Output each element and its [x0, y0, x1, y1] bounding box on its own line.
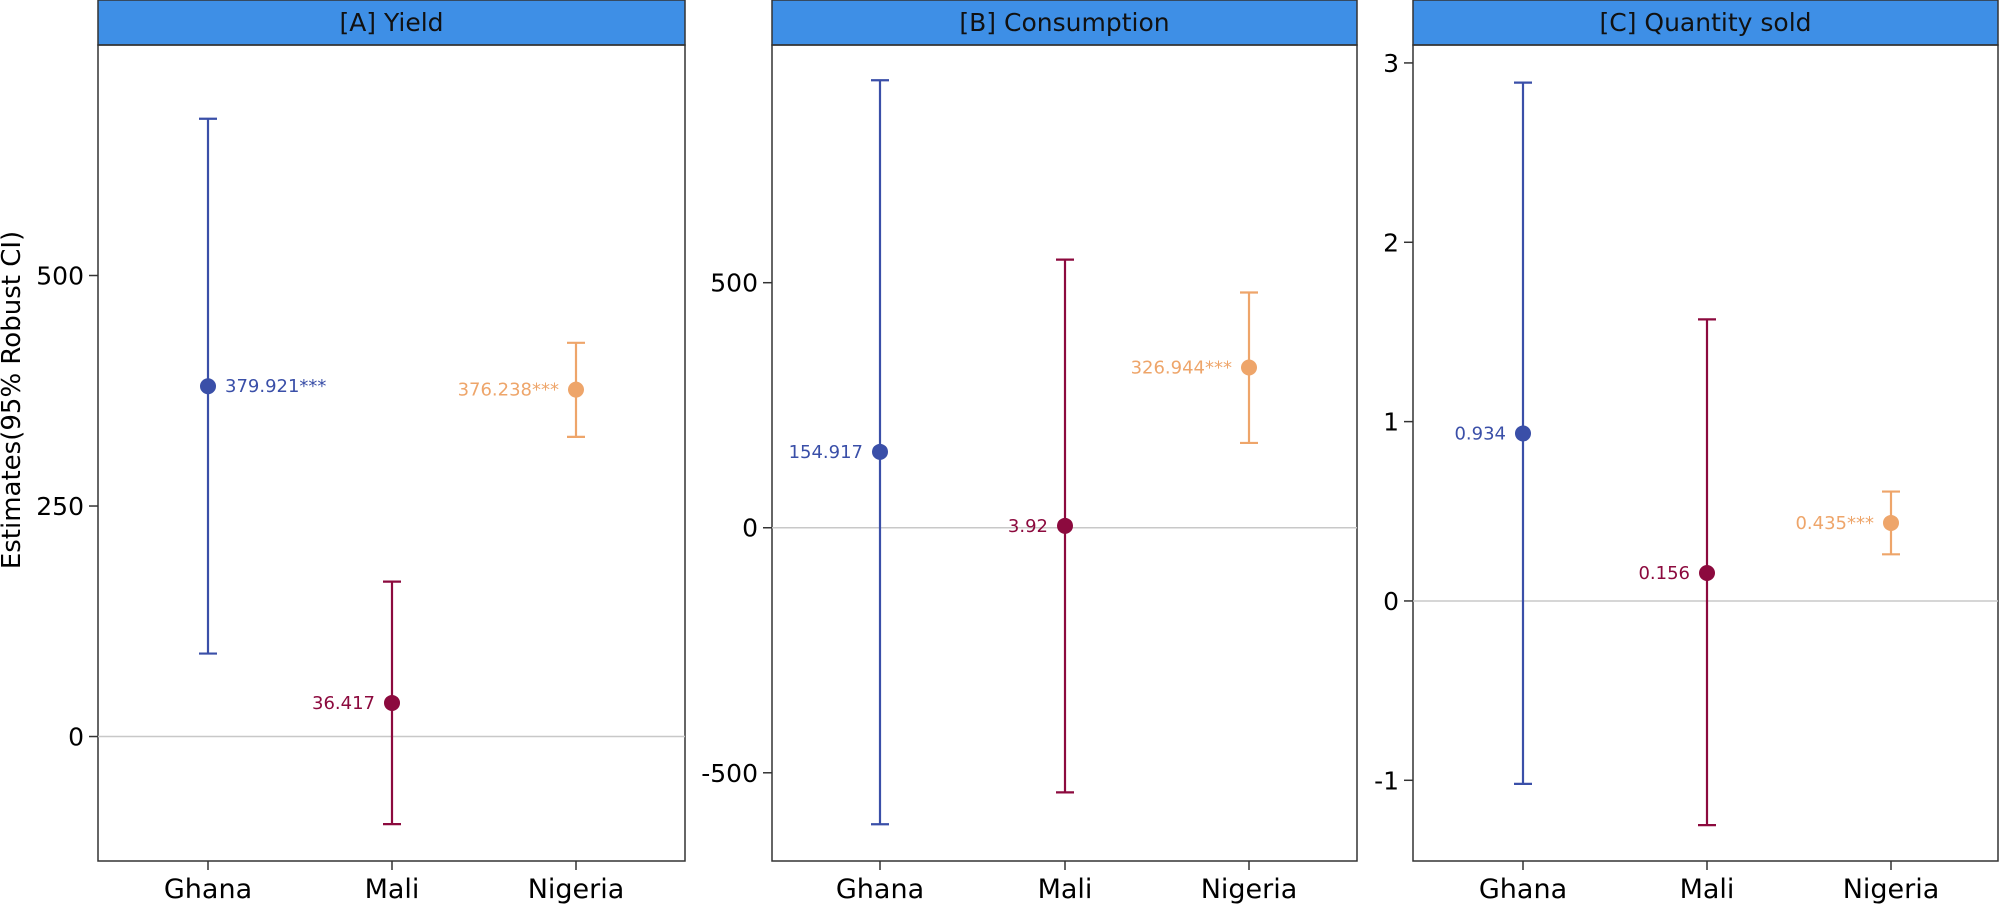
y-axis-label: Estimates(95% Robust CI) [0, 231, 27, 569]
y-tick-label: -1 [1374, 766, 1399, 795]
x-tick-label: Nigeria [528, 874, 625, 905]
x-tick-label: Ghana [164, 874, 252, 905]
x-tick-label: Mali [1038, 874, 1093, 905]
ghana-estimate-label: 0.934 [1454, 423, 1506, 444]
nigeria-estimate-label: 376.238*** [458, 380, 559, 401]
panel-1: [A] Yield 0 250 500 Ghana Mali Nigeria 379.921*… [36, 0, 686, 905]
mali-estimate-label: 3.92 [1008, 516, 1048, 537]
mali-estimate-label: 0.156 [1638, 563, 1690, 584]
y-tick-label: 3 [1383, 49, 1399, 78]
nigeria-estimate-point [568, 381, 584, 398]
y-tick-label: 1 [1383, 408, 1399, 437]
panel-3: [C] Quantity sold -1 0 1 2 3 Ghana Mali Nigeria 0… [1374, 0, 1999, 905]
ghana-estimate-label: 379.921*** [225, 376, 326, 397]
panel-title: [B] Consumption [959, 8, 1169, 37]
x-tick-label: Mali [1680, 874, 1735, 905]
y-tick-label: 0 [68, 723, 84, 752]
panel-title: [C] Quantity sold [1599, 8, 1811, 37]
mali-estimate-label: 36.417 [312, 693, 375, 714]
x-tick-label: Mali [365, 874, 420, 905]
y-tick-label: 500 [36, 262, 84, 291]
mali-estimate-point [1699, 564, 1715, 581]
nigeria-estimate-label: 0.435*** [1795, 513, 1874, 534]
panel-2: [B] Consumption -500 0 500 Ghana Mali Nigeria 1… [701, 0, 1358, 905]
panel-title-strip [97, 0, 686, 46]
y-tick-label: 0 [1383, 587, 1399, 616]
panel-title-strip [771, 0, 1358, 46]
y-tick-label: 500 [710, 269, 758, 298]
nigeria-estimate-point [1883, 514, 1899, 531]
panels: [A] Yield 0 250 500 Ghana Mali Nigeria 379.921*… [36, 0, 1999, 905]
nigeria-estimate-point [1241, 359, 1257, 376]
y-tick-label: 0 [742, 514, 758, 543]
plot-frame [1412, 44, 1999, 862]
x-tick-label: Nigeria [1201, 874, 1298, 905]
y-tick-label: 250 [36, 492, 84, 521]
panel-title-strip [1412, 0, 1999, 46]
mali-estimate-point [1057, 517, 1073, 534]
panel-title: [A] Yield [339, 8, 443, 37]
ghana-estimate-point [872, 443, 888, 460]
mali-estimate-point [384, 694, 400, 711]
y-tick-label: 2 [1383, 228, 1399, 257]
x-tick-label: Ghana [1479, 874, 1567, 905]
ghana-estimate-label: 154.917 [789, 442, 863, 463]
nigeria-estimate-label: 326.944*** [1131, 358, 1232, 379]
ghana-estimate-point [1515, 425, 1531, 442]
x-tick-label: Nigeria [1843, 874, 1940, 905]
ghana-estimate-point [200, 378, 216, 395]
x-tick-label: Ghana [836, 874, 924, 905]
y-tick-label: -500 [701, 759, 758, 788]
